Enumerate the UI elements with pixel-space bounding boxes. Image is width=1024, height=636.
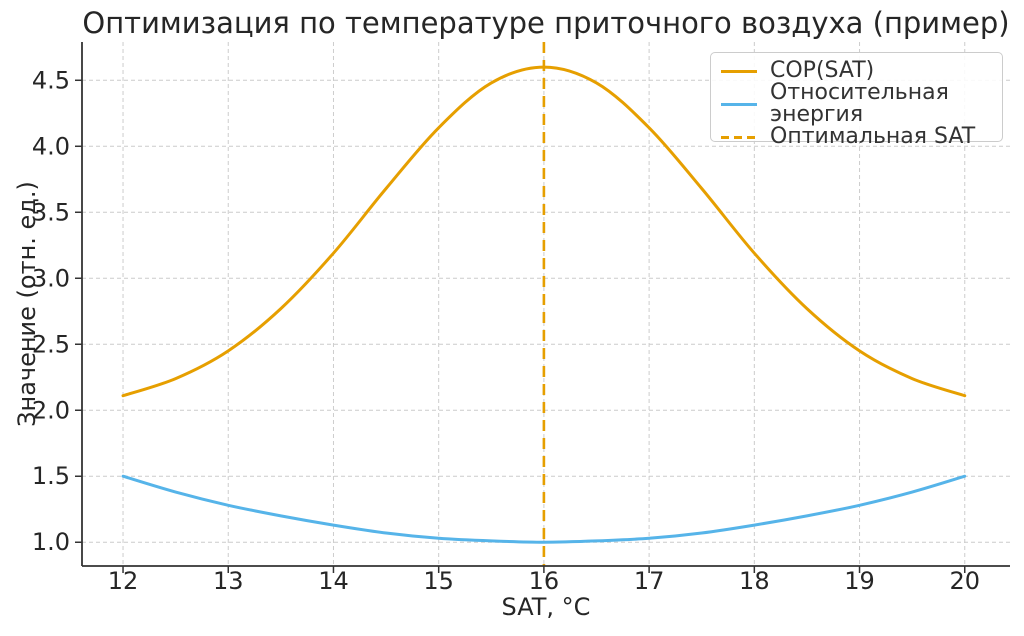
svg-text:2.5: 2.5	[32, 330, 70, 358]
x-axis-label: SAT, °C	[501, 593, 591, 621]
legend-line-optimal-dashed-icon	[721, 135, 757, 139]
y-axis-label: Значение (отн. ед.)	[13, 181, 41, 427]
svg-text:18: 18	[739, 567, 770, 595]
svg-text:1.0: 1.0	[32, 528, 70, 556]
svg-text:4.0: 4.0	[32, 132, 70, 160]
svg-text:3.0: 3.0	[32, 264, 70, 292]
svg-text:1.5: 1.5	[32, 462, 70, 490]
legend-label-cop: COP(SAT)	[770, 58, 875, 83]
svg-text:17: 17	[634, 567, 665, 595]
legend-item-energy: Относительная энергия	[721, 82, 992, 126]
svg-text:20: 20	[949, 567, 980, 595]
legend: COP(SAT) Относительная энергия Оптимальн…	[710, 52, 1003, 148]
svg-text:2.0: 2.0	[32, 396, 70, 424]
svg-text:4.5: 4.5	[32, 66, 70, 94]
svg-text:3.5: 3.5	[32, 198, 70, 226]
svg-text:15: 15	[423, 567, 454, 595]
legend-item-optimal: Оптимальная SAT	[721, 126, 992, 148]
legend-line-cop-icon	[721, 69, 757, 73]
svg-text:14: 14	[318, 567, 349, 595]
svg-text:12: 12	[108, 567, 139, 595]
svg-text:13: 13	[213, 567, 244, 595]
svg-text:16: 16	[529, 567, 560, 595]
legend-item-cop: COP(SAT)	[721, 60, 992, 82]
chart-title: Оптимизация по температуре приточного во…	[82, 6, 1010, 40]
legend-line-energy-icon	[721, 102, 757, 106]
legend-label-optimal: Оптимальная SAT	[770, 124, 976, 149]
legend-label-energy: Относительная энергия	[770, 80, 949, 127]
svg-text:19: 19	[844, 567, 875, 595]
